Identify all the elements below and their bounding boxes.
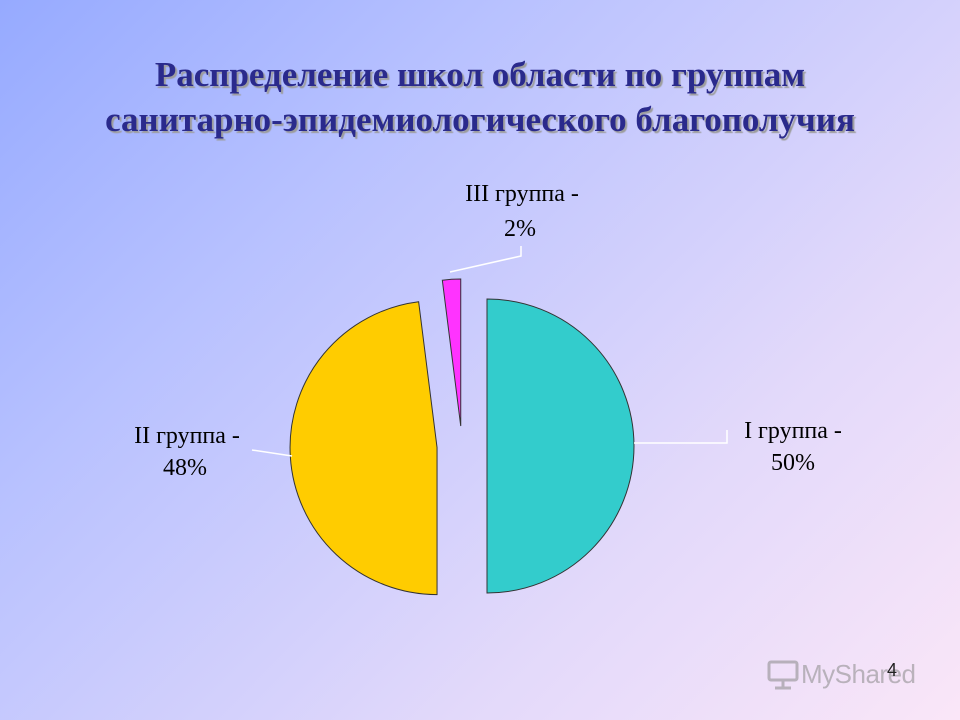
label-group-2-name: II группа - — [134, 423, 240, 449]
pie-slice-3 — [441, 278, 462, 427]
title-line-2: санитарно-эпидемиологического благополуч… — [105, 100, 855, 139]
leader-line-group-2 — [251, 449, 293, 457]
label-group-3-value: 2% — [504, 216, 536, 242]
slide-title: Распределение школ области по группам са… — [0, 52, 960, 142]
pie-slice-2 — [289, 301, 438, 596]
leader-line-group-3 — [449, 246, 522, 273]
watermark-text: MyShared — [801, 658, 916, 689]
pie-slices — [289, 278, 635, 596]
presentation-icon — [767, 660, 799, 690]
title-line-1: Распределение школ области по группам — [154, 55, 806, 94]
watermark-logo: MyShared — [765, 656, 916, 692]
label-group-1-value: 50% — [771, 450, 815, 476]
label-group-2-value: 48% — [163, 455, 207, 481]
label-group-3-name: III группа - — [465, 181, 579, 207]
leader-lines — [251, 246, 728, 457]
label-group-1-name: I группа - — [744, 418, 842, 444]
page-number: 4 — [887, 660, 898, 680]
leader-line-group-1 — [634, 430, 728, 444]
pie-slice-1 — [486, 298, 635, 594]
